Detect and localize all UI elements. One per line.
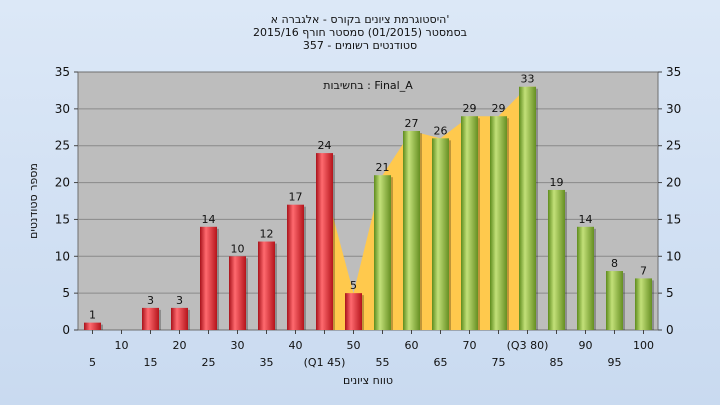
x-tick-label: 25	[202, 356, 216, 369]
x-tick-label: 70	[463, 339, 477, 352]
y-tick-label: 10	[55, 249, 70, 263]
data-label: 33	[521, 73, 535, 86]
data-label: 26	[434, 124, 448, 137]
y-tick-label: 35	[666, 65, 681, 79]
y-tick-label: 20	[666, 176, 681, 190]
data-label: 14	[579, 213, 593, 226]
bar	[577, 226, 594, 330]
bar	[287, 204, 304, 330]
x-tick-label: 95	[608, 356, 622, 369]
y-axis-label: מספר סטודנטים	[27, 163, 40, 239]
data-label: 3	[147, 294, 154, 307]
x-tick-label: 90	[579, 339, 593, 352]
data-label: 17	[289, 191, 303, 204]
y-tick-label: 20	[55, 176, 70, 190]
y-tick-label: 25	[666, 139, 681, 153]
x-tick-label: (Q1 45)	[304, 356, 346, 369]
bar	[171, 307, 188, 330]
bar	[606, 271, 623, 330]
data-label: 12	[260, 228, 274, 241]
bar	[374, 175, 391, 330]
title-line-3: סטודנטים רשומים - 357	[303, 39, 417, 52]
x-tick-label: 20	[173, 339, 187, 352]
bar	[84, 322, 101, 330]
y-tick-label: 5	[62, 286, 70, 300]
y-tick-label: 0	[666, 323, 674, 337]
y-axis-right-ticks: 0 5 10 15 20 25 30 35	[658, 65, 681, 337]
title-line-2: בסמסטר (01/2015) סמסטר חורף 2015/16	[253, 26, 467, 39]
y-tick-label: 5	[666, 286, 674, 300]
data-label: 8	[611, 257, 618, 270]
bar	[548, 189, 565, 330]
x-tick-label: 75	[492, 356, 506, 369]
x-tick-label: (Q3 80)	[507, 339, 549, 352]
bars	[84, 86, 654, 330]
x-tick-label: 10	[115, 339, 129, 352]
data-label: 27	[405, 117, 419, 130]
x-axis-ticks: 5 10 15 20 25 30 35 40(Q1 45)50 55 60 65 70 75(Q3 80…	[89, 330, 654, 369]
bar	[345, 293, 362, 330]
data-label: 5	[350, 279, 357, 292]
title-line-1: היסטוגרמת ציונים בקורס - אלגברה א'	[271, 13, 450, 26]
bar	[200, 226, 217, 330]
data-label: 3	[176, 294, 183, 307]
x-tick-label: 30	[231, 339, 245, 352]
bar	[316, 153, 333, 330]
y-tick-label: 10	[666, 249, 681, 263]
bar	[403, 130, 420, 330]
x-axis-label: טווח ציונים	[343, 374, 393, 387]
x-tick-label: 50	[347, 339, 361, 352]
data-label: 21	[376, 161, 390, 174]
y-tick-label: 15	[55, 212, 70, 226]
data-label: 7	[640, 264, 647, 277]
y-tick-label: 15	[666, 212, 681, 226]
iqr-band	[316, 86, 536, 330]
data-label: 29	[463, 102, 477, 115]
bar	[635, 278, 652, 330]
x-tick-label: 5	[89, 356, 96, 369]
y-tick-label: 35	[55, 65, 70, 79]
x-tick-label: 15	[144, 356, 158, 369]
bar	[229, 256, 246, 330]
y-tick-label: 0	[62, 323, 70, 337]
data-label: 10	[231, 242, 245, 255]
bar	[519, 86, 536, 330]
y-tick-label: 30	[666, 102, 681, 116]
x-tick-label: 100	[633, 339, 654, 352]
data-label: 24	[318, 139, 332, 152]
bar	[258, 241, 275, 330]
annotation-label: בחשיבות : Final_A	[323, 79, 413, 92]
y-axis-left-ticks: 0 5 10 15 20 25 30 35	[55, 65, 78, 337]
x-tick-label: 40	[289, 339, 303, 352]
data-label: 1	[89, 309, 96, 322]
x-tick-label: 55	[376, 356, 390, 369]
x-tick-label: 60	[405, 339, 419, 352]
bar	[490, 116, 507, 330]
y-tick-label: 30	[55, 102, 70, 116]
x-tick-label: 35	[260, 356, 274, 369]
data-label: 29	[492, 102, 506, 115]
bar	[461, 116, 478, 330]
x-tick-label: 65	[434, 356, 448, 369]
bar	[432, 138, 449, 330]
bar	[142, 307, 159, 330]
chart-title: היסטוגרמת ציונים בקורס - אלגברה א' בסמסט…	[253, 13, 467, 52]
y-tick-label: 25	[55, 139, 70, 153]
x-tick-label: 85	[550, 356, 564, 369]
data-label: 19	[550, 176, 564, 189]
data-label: 14	[202, 213, 216, 226]
